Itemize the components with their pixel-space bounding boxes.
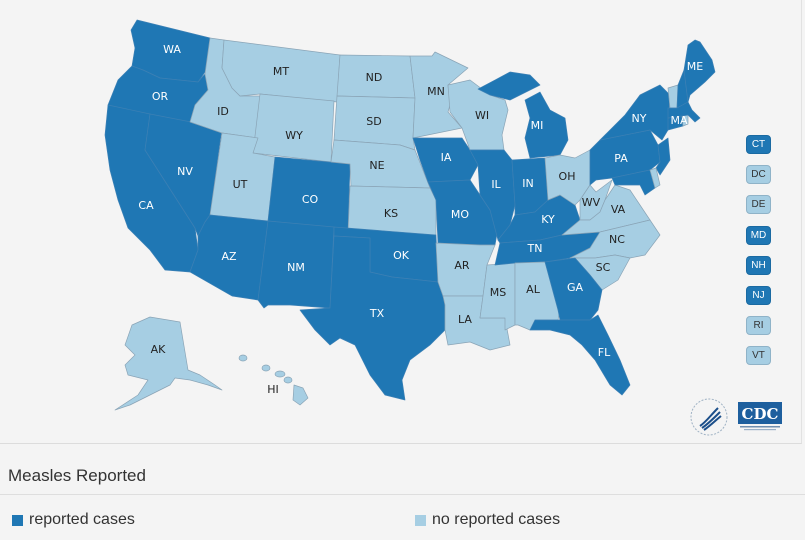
state-HI[interactable]: HI [238,354,309,406]
state-WY[interactable]: WY [252,93,335,163]
svg-text:WI: WI [475,109,489,122]
svg-text:MN: MN [427,85,445,98]
state-NM[interactable]: NM [257,220,335,309]
state-CO[interactable]: CO [267,156,351,230]
svg-text:NM: NM [287,261,305,274]
svg-text:NE: NE [369,159,384,172]
us-map: WA OR CA NV ID MT WY [104,19,716,411]
small-state-RI[interactable]: RI [746,316,771,336]
state-UT[interactable]: UT [209,132,276,222]
svg-text:AZ: AZ [221,250,237,263]
svg-text:MS: MS [490,286,506,299]
svg-text:VA: VA [611,203,626,216]
svg-text:AL: AL [526,283,541,296]
state-TN[interactable]: TN [494,231,601,266]
svg-text:UT: UT [233,178,248,191]
svg-text:NV: NV [177,165,193,178]
svg-text:ID: ID [217,105,229,118]
svg-text:KY: KY [541,213,555,226]
svg-text:PA: PA [614,152,628,165]
svg-text:WV: WV [582,196,601,209]
svg-text:OK: OK [393,249,410,262]
small-state-DE[interactable]: DE [746,195,771,215]
map-title: Measles Reported [8,466,146,485]
small-state-NH[interactable]: NH [746,255,771,275]
svg-text:CO: CO [302,193,319,206]
state-NJ-shape[interactable] [655,137,671,176]
state-MI[interactable]: MI [477,71,569,159]
map-panel: WA OR CA NV ID MT WY [0,0,802,444]
small-state-NJ[interactable]: NJ [746,285,771,305]
svg-text:LA: LA [458,313,472,326]
legend-label-reported: reported cases [29,511,135,528]
svg-text:KS: KS [384,207,398,220]
svg-text:OR: OR [152,90,169,103]
svg-text:MO: MO [451,208,469,221]
legend-item-none: no reported cases [415,511,560,529]
legend: reported cases no reported cases [0,496,805,540]
state-NY[interactable]: NY [599,84,671,141]
state-TX[interactable]: TX [299,235,446,401]
svg-text:TN: TN [527,242,543,255]
svg-text:IN: IN [522,177,533,190]
svg-text:IL: IL [491,178,501,191]
state-GA[interactable]: GA [544,257,603,321]
svg-text:HI: HI [267,383,279,396]
small-states-list: CT DC DE MD NH NJ RI VT [746,135,772,377]
svg-text:SC: SC [596,261,611,274]
state-AK[interactable]: AK [114,316,223,411]
svg-text:IA: IA [441,151,452,164]
svg-text:AR: AR [454,259,470,272]
state-ND[interactable]: ND [336,54,416,99]
state-MS[interactable]: MS [479,262,516,331]
legend-swatch-none [415,514,426,526]
svg-text:NY: NY [632,112,647,125]
svg-text:ME: ME [687,60,703,73]
svg-text:GA: GA [567,281,584,294]
state-MT[interactable]: MT [221,39,341,103]
title-row: Measles Reported [0,444,805,495]
small-state-VT[interactable]: VT [746,346,771,366]
svg-text:WA: WA [163,43,181,56]
svg-text:MT: MT [273,65,289,78]
svg-text:TX: TX [369,307,385,320]
legend-item-reported: reported cases [12,511,135,529]
state-FL[interactable]: FL [529,314,631,396]
state-IA[interactable]: IA [412,137,479,183]
state-OH[interactable]: OH [544,149,591,206]
cdc-logo-icon: CDC [738,402,782,431]
svg-text:SD: SD [366,115,381,128]
svg-text:CA: CA [138,199,154,212]
legend-label-none: no reported cases [432,511,561,528]
small-state-DC[interactable]: DC [746,165,771,185]
state-ME[interactable]: ME [683,39,716,103]
state-DE-shape[interactable] [649,167,661,189]
state-KY[interactable]: KY [497,194,581,244]
logos: CDC [688,396,782,438]
svg-text:CDC: CDC [742,405,779,423]
hhs-logo-icon [690,398,728,436]
state-MN[interactable]: MN [409,51,469,139]
state-VT-shape[interactable] [667,84,679,109]
svg-text:NC: NC [609,233,625,246]
state-KS[interactable]: KS [347,185,437,236]
small-state-MD[interactable]: MD [746,225,771,245]
svg-text:WY: WY [285,129,303,142]
svg-text:MA: MA [670,114,687,127]
small-state-CT[interactable]: CT [746,135,771,154]
svg-text:ND: ND [366,71,383,84]
svg-text:FL: FL [598,346,611,359]
svg-text:MI: MI [531,119,544,132]
state-MA[interactable]: MA [667,101,701,127]
svg-text:OH: OH [559,170,576,183]
svg-text:AK: AK [151,343,167,356]
legend-swatch-reported [12,514,23,526]
